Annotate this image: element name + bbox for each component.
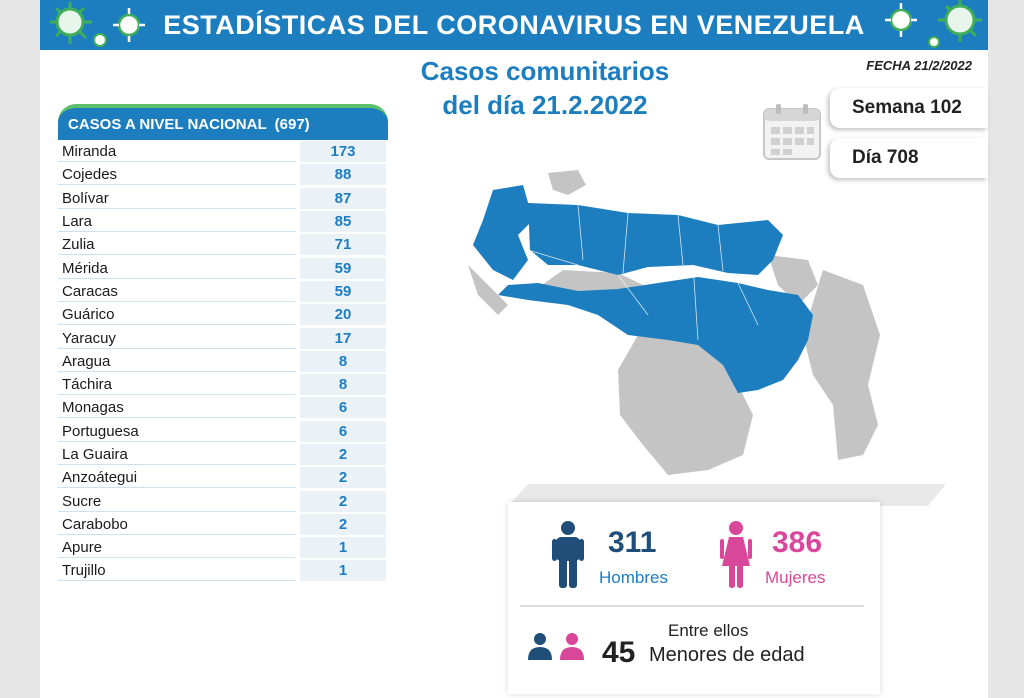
table-row: Caracas 59	[58, 280, 388, 303]
table-row: Monagas 6	[58, 396, 388, 419]
table-row: Miranda 173	[58, 140, 388, 163]
table-row: Guárico 20	[58, 303, 388, 326]
state-name: Lara	[58, 211, 296, 233]
state-cases: 85	[300, 211, 386, 233]
table-total: (697)	[274, 115, 310, 133]
week-label: Semana 102	[852, 97, 962, 118]
state-name: La Guaira	[58, 444, 296, 465]
state-cases: 6	[300, 420, 386, 442]
state-name: Zulia	[58, 234, 296, 256]
cases-table: CASOS A NIVEL NACIONAL (697) Miranda 173 C…	[58, 104, 388, 583]
state-cases: 2	[300, 444, 386, 465]
state-name: Aragua	[58, 351, 296, 372]
state-name: Mérida	[58, 258, 296, 279]
state-cases: 8	[300, 374, 386, 396]
table-title: CASOS A NIVEL NACIONAL	[68, 115, 267, 133]
woman-small-icon	[558, 632, 586, 665]
calendar-icon	[762, 103, 822, 166]
table-row: Bolívar 87	[58, 187, 388, 210]
table-header: CASOS A NIVEL NACIONAL (697)	[58, 104, 388, 140]
state-cases: 1	[300, 560, 386, 582]
state-cases: 20	[300, 304, 386, 326]
state-name: Miranda	[58, 141, 296, 163]
state-name: Caracas	[58, 281, 296, 302]
panel-header-shape	[508, 484, 946, 506]
state-cases: 59	[300, 257, 386, 279]
banner-title: ESTADÍSTICAS DEL CORONAVIRUS EN VENEZUEL…	[163, 9, 865, 40]
state-name: Monagas	[58, 397, 296, 419]
table-row: Zulia 71	[58, 233, 388, 256]
state-cases: 87	[300, 187, 386, 209]
table-row: Sucre 2	[58, 489, 388, 512]
state-cases: 59	[300, 280, 386, 302]
table-row: Anzoátegui 2	[58, 466, 388, 489]
venezuela-map	[468, 165, 888, 490]
demographics-panel: 311 Hombres 386 Mujeres Entre ellos 45 M…	[508, 484, 946, 694]
virus-icon	[110, 0, 148, 50]
state-cases: 1	[300, 537, 386, 559]
table-row: Lara 85	[58, 210, 388, 233]
table-row: Cojedes 88	[58, 163, 388, 186]
state-name: Bolívar	[58, 188, 296, 209]
men-label: Hombres	[599, 568, 668, 587]
state-name: Apure	[58, 537, 296, 559]
table-row: La Guaira 2	[58, 443, 388, 466]
state-cases: 17	[300, 327, 386, 349]
state-cases: 2	[300, 467, 386, 489]
women-label: Mujeres	[765, 568, 826, 587]
state-name: Cojedes	[58, 164, 296, 186]
table-row: Mérida 59	[58, 256, 388, 279]
table-row: Táchira 8	[58, 373, 388, 396]
minors-label: Menores de edad	[649, 644, 805, 666]
table-row: Carabobo 2	[58, 513, 388, 536]
virus-icon	[882, 0, 920, 50]
man-icon	[552, 520, 584, 593]
state-cases: 6	[300, 397, 386, 419]
minors-count: 45	[602, 636, 636, 669]
state-cases: 8	[300, 350, 386, 372]
state-name: Sucre	[58, 491, 296, 512]
state-name: Guárico	[58, 304, 296, 326]
report-date: FECHA 21/2/2022	[866, 58, 972, 73]
headline-line-1: Casos comunitarios	[420, 56, 670, 86]
women-count: 386	[772, 526, 823, 559]
state-cases: 88	[300, 164, 386, 186]
headline: Casos comunitarios del día 21.2.2022	[380, 54, 710, 122]
minors-intro: Entre ellos	[668, 621, 749, 640]
day-label: Día 708	[852, 147, 919, 168]
state-name: Trujillo	[58, 560, 296, 582]
state-cases: 2	[300, 513, 386, 535]
state-cases: 173	[300, 141, 386, 163]
state-name: Táchira	[58, 374, 296, 396]
state-name: Portuguesa	[58, 421, 296, 442]
table-row: Portuguesa 6	[58, 420, 388, 443]
man-small-icon	[526, 632, 554, 665]
week-pill: Semana 102	[830, 88, 988, 128]
divider	[520, 605, 864, 607]
day-pill: Día 708	[830, 138, 988, 178]
woman-icon	[720, 520, 752, 593]
table-row: Trujillo 1	[58, 559, 388, 582]
state-name: Anzoátegui	[58, 467, 296, 489]
table-row: Yaracuy 17	[58, 326, 388, 349]
state-name: Carabobo	[58, 514, 296, 535]
table-row: Apure 1	[58, 536, 388, 559]
table-body: Miranda 173 Cojedes 88 Bolívar 87 Lara 85 Zulia 7…	[58, 140, 388, 583]
men-count: 311	[608, 526, 657, 559]
headline-line-2: del día 21.2.2022	[442, 90, 648, 120]
state-cases: 71	[300, 234, 386, 256]
title-banner: ESTADÍSTICAS DEL CORONAVIRUS EN VENEZUEL…	[40, 0, 988, 50]
table-row: Aragua 8	[58, 350, 388, 373]
virus-icon	[42, 0, 112, 50]
state-cases: 2	[300, 490, 386, 512]
virus-icon	[922, 0, 988, 50]
state-name: Yaracuy	[58, 328, 296, 349]
